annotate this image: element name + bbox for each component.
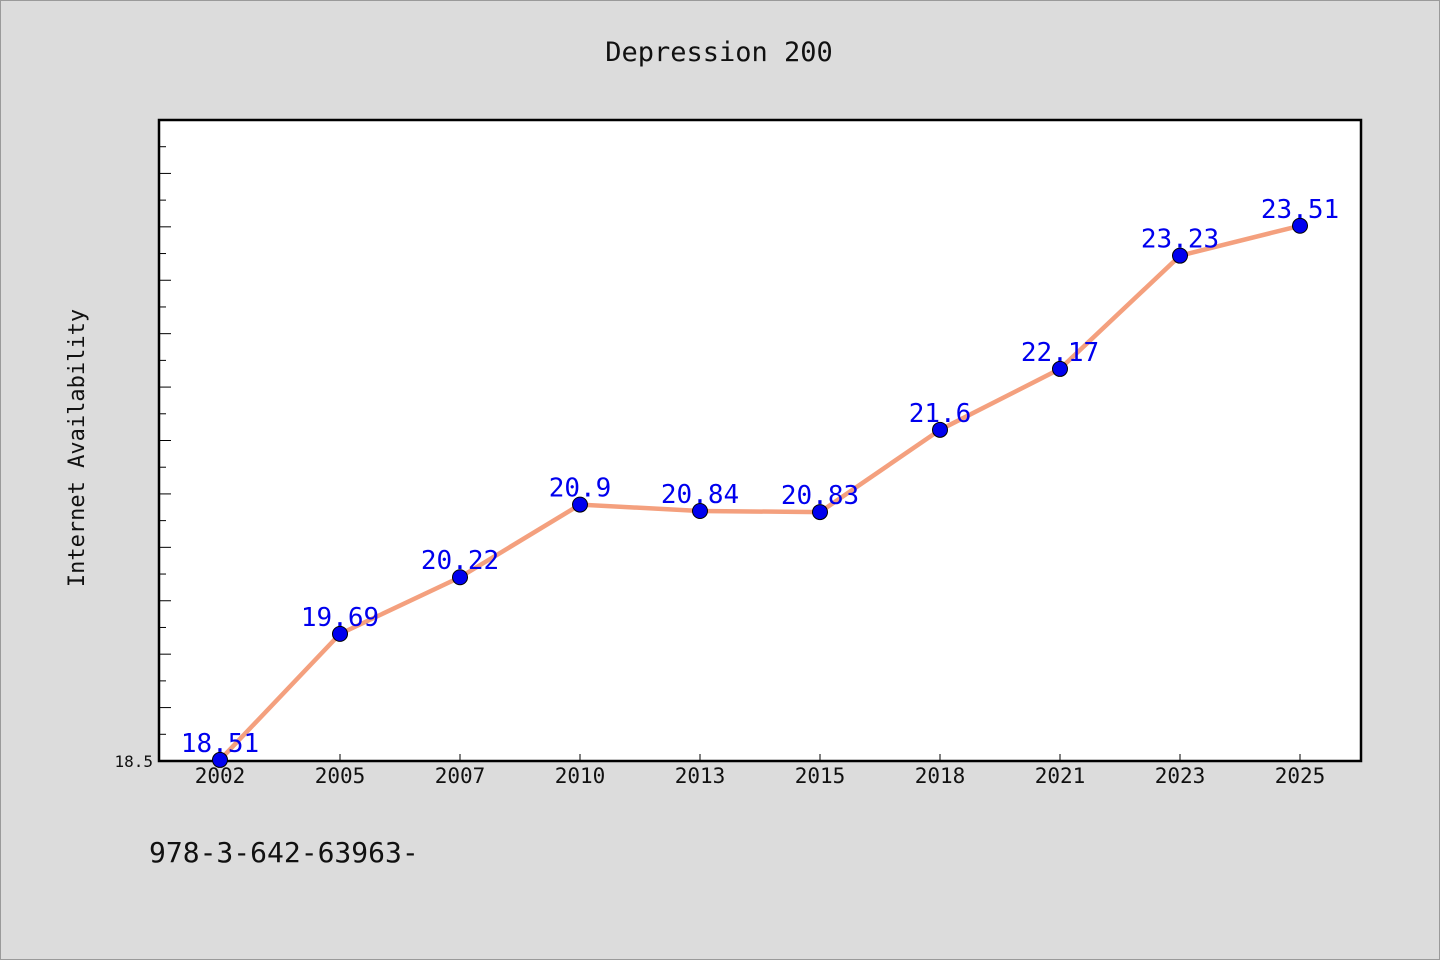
data-point [1292, 217, 1308, 234]
data-point [1052, 360, 1068, 377]
x-tick-label: 2005 [315, 764, 366, 788]
data-labels-group: 18.51 19.69 20.22 20.9 20.84 20.83 21.6 22.17 23… [181, 195, 1339, 759]
data-label: 21.6 [909, 399, 972, 429]
data-point [332, 625, 348, 642]
x-tick-label: 2025 [1275, 764, 1326, 788]
data-label: 22.17 [1021, 338, 1099, 368]
series-line [217, 223, 1303, 763]
data-label: 23.23 [1141, 225, 1219, 255]
x-tick-label: 2021 [1035, 764, 1086, 788]
data-point [692, 503, 708, 520]
x-tick-label: 2010 [555, 764, 606, 788]
data-point [452, 569, 468, 586]
data-label: 20.83 [781, 481, 859, 511]
data-label: 18.51 [181, 729, 259, 759]
x-tick-label: 2023 [1155, 764, 1206, 788]
footnote: 978-3-642-63963- [149, 836, 419, 869]
chart-title: Depression 200 [605, 37, 833, 68]
x-tick-label: 2013 [675, 764, 726, 788]
x-tick-label: 2018 [915, 764, 966, 788]
data-point [572, 496, 588, 513]
plot-area [157, 118, 1363, 763]
data-label: 20.9 [549, 474, 612, 504]
y-axis-label: Internet Availability [65, 309, 90, 587]
data-point [812, 504, 828, 521]
data-point [212, 751, 228, 768]
data-label: 23.51 [1261, 195, 1339, 225]
data-label: 20.84 [661, 480, 739, 510]
y-tick-label: 18.5 [114, 752, 153, 771]
x-axis-ticks: 2002 2005 2007 2010 2013 2015 2018 2021 2023 2025 [195, 754, 1326, 788]
x-tick-label: 2015 [795, 764, 846, 788]
data-point [1172, 247, 1188, 264]
data-label: 19.69 [301, 603, 379, 633]
x-tick-label: 2002 [195, 764, 246, 788]
series-group [212, 217, 1308, 768]
data-point [932, 421, 948, 438]
y-axis-ticks: 18.5 [114, 119, 171, 771]
x-tick-label: 2007 [435, 764, 486, 788]
data-label: 20.22 [421, 546, 499, 576]
